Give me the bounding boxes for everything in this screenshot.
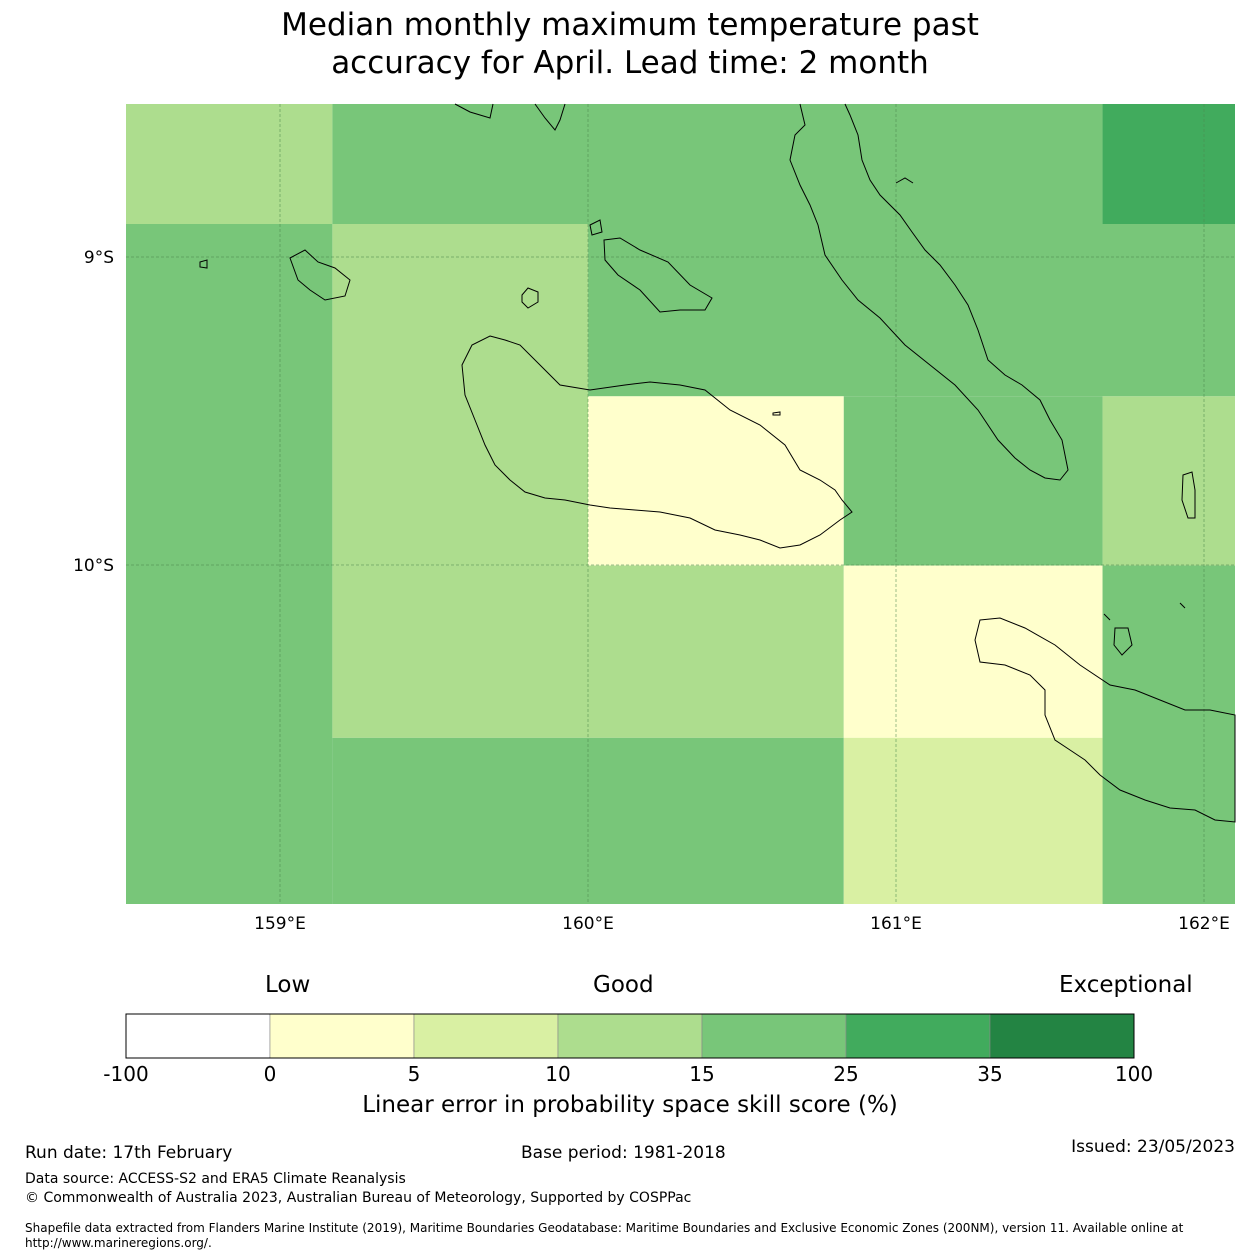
colorbar-swatch: [557, 1013, 703, 1059]
lon-label-159e: 159°E: [254, 914, 306, 934]
copyright: © Commonwealth of Australia 2023, Austra…: [25, 1190, 692, 1206]
colorbar-swatch: [269, 1013, 415, 1059]
issued-date: Issued: 23/05/2023: [1071, 1137, 1235, 1157]
coast-makira: [974, 617, 1236, 823]
coast-russell-islands: [199, 249, 351, 301]
colorbar-swatch: [125, 1013, 271, 1059]
base-period: Base period: 1981-2018: [521, 1143, 726, 1163]
colorbar-tick: 35: [977, 1062, 1003, 1086]
lon-label-162e: 162°E: [1178, 914, 1230, 934]
coast-islets-north: [454, 103, 566, 131]
coast-florida-islands: [589, 219, 713, 313]
colorbar-swatch: [701, 1013, 847, 1059]
graticule: [126, 104, 1235, 904]
colorbar-frame: [125, 1013, 1135, 1059]
colorbar-tick: 0: [263, 1062, 277, 1086]
map-title: Median monthly maximum temperature past …: [0, 6, 1260, 82]
coast-santa-isabel: [789, 103, 1069, 481]
coast-guadalcanal: [461, 335, 853, 549]
colorbar-tick: 15: [689, 1062, 715, 1086]
shapefile-credit: Shapefile data extracted from Flanders M…: [25, 1221, 1184, 1250]
colorbar-category-good: Good: [593, 972, 654, 998]
colorbar-tick: -100: [103, 1062, 149, 1086]
lat-label-10s: 10°S: [73, 556, 114, 576]
grid-cell: [332, 224, 589, 566]
grid-cell: [126, 224, 333, 904]
grid-cell: [843, 565, 1103, 738]
coast-makira-islets: [1103, 602, 1186, 656]
coastlines: [199, 103, 1236, 823]
data-source: Data source: ACCESS-S2 and ERA5 Climate …: [25, 1171, 406, 1187]
grid-cell: [1102, 396, 1235, 566]
title-line-1: Median monthly maximum temperature past: [281, 7, 979, 43]
colorbar-swatch: [413, 1013, 559, 1059]
grid-cell: [843, 396, 1103, 566]
coast-ulawa: [1181, 471, 1196, 519]
grid-cell: [1102, 565, 1235, 904]
colorbar: [125, 1013, 1135, 1059]
colorbar-swatch: [845, 1013, 991, 1059]
run-date: Run date: 17th February: [25, 1143, 233, 1163]
colorbar-tick: 100: [1114, 1062, 1154, 1086]
grid-cell: [332, 104, 1103, 224]
coast-savo: [521, 287, 539, 309]
colorbar-category-low: Low: [265, 972, 311, 998]
title-line-2: accuracy for April. Lead time: 2 month: [331, 45, 929, 81]
lon-label-161e: 161°E: [870, 914, 922, 934]
colorbar-tick: 10: [545, 1062, 571, 1086]
grid-cell: [126, 104, 333, 224]
coast-islet-2: [772, 411, 781, 416]
colorbar-tick: 5: [407, 1062, 421, 1086]
skill-grid: [126, 104, 1235, 904]
colorbar-label: Linear error in probability space skill …: [362, 1092, 898, 1118]
colorbar-swatch: [989, 1013, 1135, 1059]
grid-cell: [588, 396, 844, 566]
lon-label-160e: 160°E: [562, 914, 614, 934]
coast-islet-1: [895, 177, 914, 184]
colorbar-tick: 25: [833, 1062, 859, 1086]
latitude-labels: 9°S 10°S: [73, 248, 114, 576]
lat-label-9s: 9°S: [84, 248, 114, 268]
grid-cell: [843, 737, 1103, 904]
longitude-labels: 159°E 160°E 161°E 162°E: [254, 914, 1230, 934]
colorbar-category-exceptional: Exceptional: [1059, 972, 1193, 998]
grid-cell: [1102, 104, 1235, 224]
